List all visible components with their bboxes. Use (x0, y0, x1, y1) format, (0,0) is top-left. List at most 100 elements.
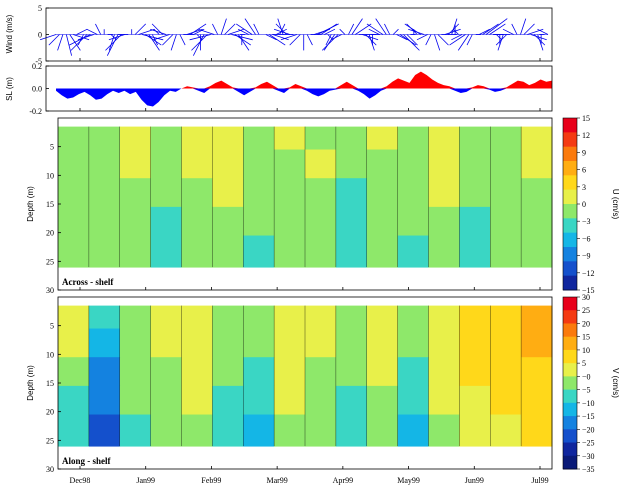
u-ytick-label: 15 (46, 200, 54, 209)
v-cell (397, 385, 429, 416)
v-cell (212, 357, 244, 387)
wind-vector (145, 34, 162, 46)
v-colorbar-swatch (563, 429, 577, 444)
u-cell (58, 178, 90, 208)
v-cell (58, 414, 90, 438)
wind-vector (502, 28, 514, 35)
v-cell (88, 385, 121, 416)
wind-vector (537, 34, 544, 51)
u-cell (243, 149, 275, 179)
u-cell (212, 126, 244, 151)
v-colorbar-swatch (563, 416, 577, 430)
v-cell (366, 385, 399, 416)
u-colorbar-swatch (563, 218, 577, 234)
v-cell (428, 328, 460, 358)
v-cell (305, 328, 337, 358)
u-cell (490, 235, 522, 259)
u-cell (181, 149, 213, 179)
v-cell (335, 328, 368, 358)
u-colorbar-swatch (563, 261, 577, 277)
v-colorbar-tick-label: −20 (582, 425, 595, 434)
x-tick-label: Jul99 (531, 476, 548, 485)
v-ylabel: Depth (m) (26, 365, 35, 401)
wind-vector (48, 34, 60, 46)
u-cell (490, 149, 522, 179)
v-cell (212, 305, 244, 330)
wind-vector (65, 34, 73, 56)
wind-vector (457, 34, 470, 51)
sealevel-ytick-label: 0.0 (32, 85, 42, 94)
wind-vector (425, 34, 432, 46)
u-cell (366, 178, 399, 208)
wind-vector (325, 34, 332, 46)
wind-vector (496, 34, 502, 41)
u-cell (397, 149, 429, 179)
u-cell (58, 235, 90, 259)
v-cell (243, 357, 275, 387)
wind-vector (511, 23, 518, 35)
u-cell (305, 206, 337, 237)
u-cell (428, 206, 460, 237)
u-cell (459, 258, 491, 268)
v-colorbar-swatch (563, 389, 577, 404)
v-cell (459, 385, 491, 416)
u-cell (428, 149, 460, 179)
x-tick-label: Mar99 (266, 476, 287, 485)
v-cell (181, 328, 213, 358)
v-cell (243, 385, 275, 416)
u-ytick-label: 5 (50, 143, 54, 152)
wind-vector (489, 23, 506, 35)
u-cell (305, 235, 337, 259)
v-cell (521, 437, 553, 447)
u-cell (521, 126, 553, 151)
x-tick-label: Dec98 (70, 476, 91, 485)
wind-vector (537, 28, 549, 35)
v-cell (335, 305, 368, 330)
v-cell (274, 437, 306, 447)
v-cell (150, 437, 182, 447)
u-cell (521, 235, 553, 259)
wind-vector (238, 34, 250, 51)
v-cell (88, 437, 121, 447)
u-cell (119, 126, 152, 151)
u-cell (428, 235, 460, 259)
v-heatmap (58, 305, 553, 447)
wind-vector (368, 28, 380, 35)
v-cell (459, 414, 491, 438)
wind-vector (150, 28, 167, 35)
u-colorbar: 15 12 9 6 3 0 −3 −6 −9 −12 −15 (562, 114, 595, 295)
x-axis-ticks: Dec98 Jan99 Feb99 Mar99 Apr99 May99 Jun99 Jul99 (70, 58, 549, 485)
u-cell (58, 206, 90, 237)
u-cell (243, 206, 275, 237)
v-cell (521, 305, 553, 330)
v-cell (119, 414, 152, 438)
v-cell (181, 414, 213, 438)
u-cell (305, 149, 337, 179)
v-cell (490, 437, 522, 447)
u-colorbar-tick-label: −3 (582, 217, 591, 226)
v-colorbar-swatch (563, 323, 577, 338)
wind-vector (192, 34, 205, 56)
u-ytick-label: 20 (46, 229, 54, 238)
v-colorbar-tick-label: −30 (582, 452, 595, 461)
u-cell (305, 178, 337, 208)
v-cell (366, 305, 399, 330)
u-cell (366, 149, 399, 179)
v-cell (490, 328, 522, 358)
u-cell (181, 178, 213, 208)
wind-vector (408, 28, 425, 35)
u-cell (490, 206, 522, 237)
v-colorbar-swatch (563, 402, 577, 417)
v-cell (119, 437, 152, 447)
u-heatmap (58, 126, 553, 268)
u-cell (305, 258, 337, 268)
wind-vector (212, 23, 219, 35)
u-cell (88, 126, 121, 151)
wind-vector (86, 28, 98, 35)
wind-vector (39, 34, 57, 41)
wind-vector (108, 34, 115, 51)
v-colorbar-tick-label: 10 (582, 346, 590, 355)
u-cell (305, 126, 337, 151)
wind-vector (244, 18, 256, 35)
wind-vector (451, 18, 458, 35)
